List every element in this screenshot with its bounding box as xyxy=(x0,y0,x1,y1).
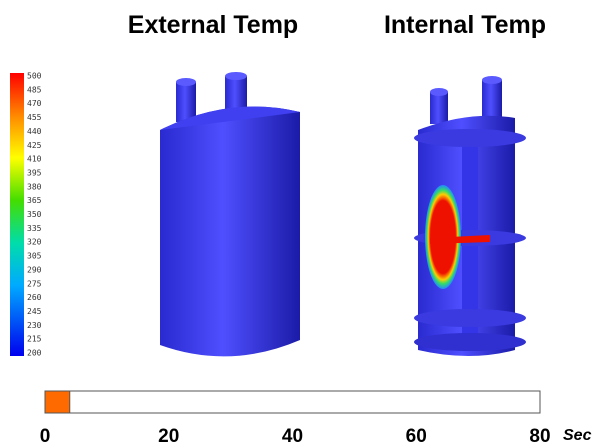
colorbar-label: 350 xyxy=(27,210,42,219)
timeline-tick-label: 60 xyxy=(406,426,427,444)
title: Internal Temp xyxy=(384,11,546,39)
colorbar-label: 410 xyxy=(27,155,42,164)
colorbar-label: 395 xyxy=(27,168,42,177)
timeline-tick-label: 20 xyxy=(158,426,179,444)
timeline-tick-label: 0 xyxy=(40,426,51,444)
timeline-progress xyxy=(45,391,70,413)
timeline-track xyxy=(45,391,540,413)
colorbar-label: 500 xyxy=(27,72,42,81)
colorbar xyxy=(10,73,24,356)
page: External Temp Internal Temp 500 485 470 455… xyxy=(0,0,603,444)
colorbar-label: 245 xyxy=(27,307,42,316)
external-model xyxy=(160,72,300,356)
colorbar-label: 305 xyxy=(27,252,42,261)
colorbar-label: 260 xyxy=(27,293,42,302)
internal-model xyxy=(414,76,526,356)
colorbar-label: 470 xyxy=(27,99,42,108)
timeline-tick-label: 80 xyxy=(529,426,550,444)
colorbar-label: 365 xyxy=(27,196,42,205)
colorbar-label: 455 xyxy=(27,113,42,122)
colorbar-label: 200 xyxy=(27,349,42,358)
colorbar-label: 440 xyxy=(27,127,42,136)
colorbar-label: 485 xyxy=(27,85,42,94)
timeline-unit: Sec xyxy=(563,427,592,444)
colorbar-label: 230 xyxy=(27,321,42,330)
timeline-tick-label: 40 xyxy=(282,426,303,444)
colorbar-label: 335 xyxy=(27,224,42,233)
colorbar-label: 425 xyxy=(27,141,42,150)
title: External Temp xyxy=(128,11,298,39)
colorbar-label: 290 xyxy=(27,265,42,274)
colorbar-label: 275 xyxy=(27,279,42,288)
colorbar-label: 215 xyxy=(27,335,42,344)
colorbar-label: 320 xyxy=(27,238,42,247)
colorbar-label: 380 xyxy=(27,182,42,191)
